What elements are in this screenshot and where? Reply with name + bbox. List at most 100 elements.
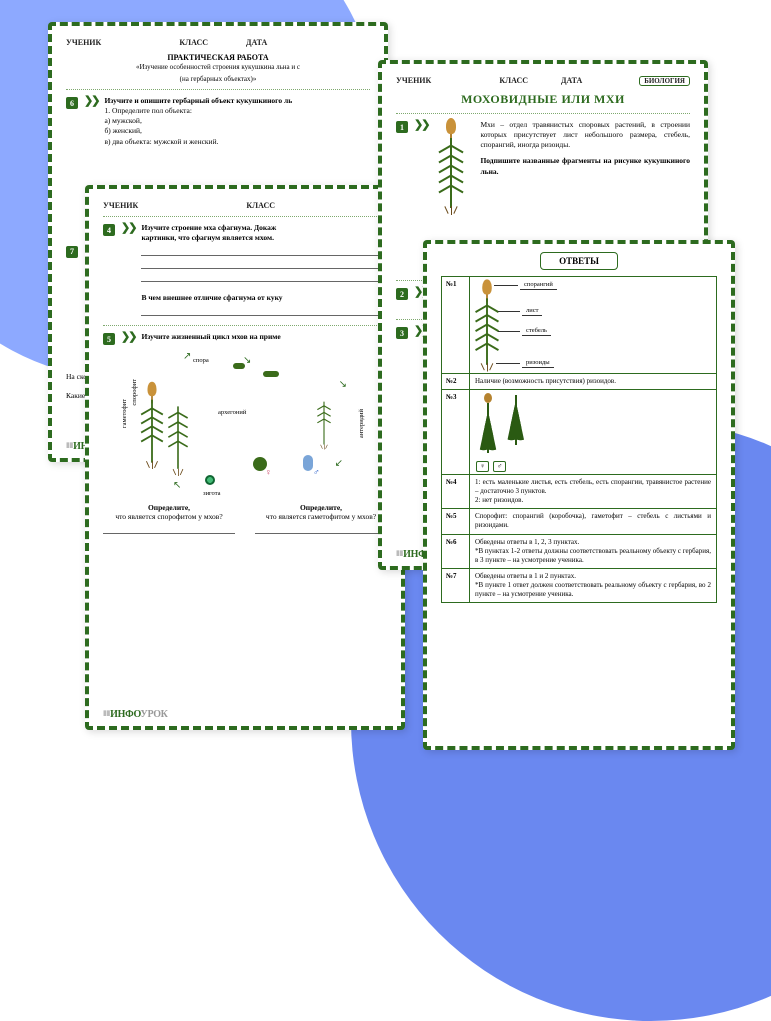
q1a: Определите, bbox=[148, 503, 190, 512]
ans-row-6: №6 Обведены ответы в 1, 2, 3 пунктах. *В… bbox=[442, 534, 716, 568]
divider bbox=[103, 325, 387, 326]
task-num: 7 bbox=[66, 246, 78, 258]
write-line bbox=[255, 524, 387, 534]
task-6: 6 ❯❯ Изучите и опишите гербарный объект … bbox=[66, 96, 370, 147]
label-line bbox=[496, 363, 520, 364]
bottom-questions: Определите, что является спорофитом у мх… bbox=[103, 503, 387, 537]
line-b: а) мужской, bbox=[104, 116, 141, 125]
hdr-student: УЧЕНИК bbox=[396, 76, 431, 86]
ans-num: №1 bbox=[442, 277, 470, 373]
task-4: 4 ❯❯ Изучите строение мха сфагнума. Дока… bbox=[103, 223, 387, 319]
ans-num: №6 bbox=[442, 535, 470, 568]
labeled-plant bbox=[475, 281, 500, 367]
t5-head: Изучите жизненный цикл мхов на приме bbox=[141, 332, 280, 341]
hdr-date: ДАТА bbox=[561, 76, 582, 86]
ans-num: №2 bbox=[442, 374, 470, 389]
ans-body: Спорофит: спорангий (коробочка), гаметоф… bbox=[470, 509, 716, 533]
female-icon: ♀ bbox=[265, 467, 272, 477]
label-line bbox=[498, 311, 520, 312]
ans-row-2: №2 Наличие (возможность присутствия) риз… bbox=[442, 373, 716, 389]
task-num: 1 bbox=[396, 121, 408, 133]
lbl-stebel: стебель bbox=[522, 327, 551, 336]
ans-body: спорангий лист стебель ризоиды bbox=[470, 277, 716, 373]
task-body: Мхи – отдел травянистых споровых растени… bbox=[480, 120, 690, 210]
lbl-list: лист bbox=[522, 307, 542, 316]
chevron-icon: ❯❯ bbox=[84, 95, 98, 147]
ans-row-4: №4 1: есть маленькие листья, есть стебел… bbox=[442, 474, 716, 508]
male-icon: ♂ bbox=[313, 467, 320, 477]
q1b: что является спорофитом у мхов? bbox=[115, 512, 222, 521]
moss-small-icon bbox=[317, 398, 331, 448]
task-body: Изучите строение мха сфагнума. Докаж кар… bbox=[141, 223, 387, 319]
hdr-student: УЧЕНИК bbox=[103, 201, 138, 210]
ans-body: Обведены ответы в 1, 2, 3 пунктах. *В пу… bbox=[470, 535, 716, 568]
task-body: Изучите и опишите гербарный объект кукуш… bbox=[104, 96, 370, 147]
lbl-archegoniy: архегоний bbox=[218, 409, 246, 416]
ans-num: №3 bbox=[442, 390, 470, 474]
hdr-date: ДАТА bbox=[246, 38, 267, 47]
lbl-gametofit: гаметофит bbox=[121, 399, 128, 428]
title-main: МОХОВИДНЫЕ ИЛИ МХИ bbox=[396, 92, 690, 107]
antheridium-icon bbox=[303, 455, 313, 471]
divider bbox=[66, 89, 370, 90]
lbl-sporangiy: спорангий bbox=[520, 281, 557, 290]
label-line bbox=[498, 331, 520, 332]
ans-num: №5 bbox=[442, 509, 470, 533]
ans-num: №7 bbox=[442, 569, 470, 602]
moss-plant-icon bbox=[168, 400, 189, 472]
task-5: 5 ❯❯ Изучите жизненный цикл мхов на прим… bbox=[103, 332, 387, 345]
zygote-icon bbox=[205, 475, 215, 485]
write-line bbox=[141, 272, 387, 282]
t4-l2: картинки, что сфагнум является мхом. bbox=[141, 233, 274, 242]
hdr-student: УЧЕНИК bbox=[66, 38, 101, 47]
t1-p2: Подпишите названные фрагменты на рисунке… bbox=[480, 156, 690, 175]
ans-body: ♀ ♂ bbox=[470, 390, 716, 474]
task-body: Изучите жизненный цикл мхов на приме bbox=[141, 332, 387, 345]
task-head: Изучите и опишите гербарный объект кукуш… bbox=[104, 96, 292, 105]
write-line bbox=[141, 259, 387, 269]
header-row: УЧЕНИК КЛАСС bbox=[103, 201, 387, 210]
write-line bbox=[141, 246, 387, 256]
write-line bbox=[141, 306, 387, 316]
ans-num: №4 bbox=[442, 475, 470, 508]
q2b: что является гаметофитом у мхов? bbox=[266, 512, 376, 521]
chevron-icon: ❯❯ bbox=[121, 331, 135, 345]
line-d: в) два объекта: мужской и женский. bbox=[104, 137, 218, 146]
header-row: УЧЕНИК КЛАСС ДАТА bbox=[66, 38, 370, 47]
task-num: 3 bbox=[396, 327, 408, 339]
ans-body: Обведены ответы в 1 и 2 пунктах. *В пунк… bbox=[470, 569, 716, 602]
line-a: 1. Определите пол объекта: bbox=[104, 106, 192, 115]
answers-table: №1 спорангий лист стебель ризо bbox=[441, 276, 717, 603]
t1-p1: Мхи – отдел травянистых споровых растени… bbox=[480, 120, 690, 149]
moss-female-icon bbox=[477, 395, 499, 455]
divider bbox=[396, 113, 690, 114]
label-line bbox=[494, 285, 518, 286]
ans-row-1: №1 спорангий лист стебель ризо bbox=[442, 277, 716, 373]
task-num: 5 bbox=[103, 333, 115, 345]
moss-plant-icon bbox=[140, 384, 163, 465]
spore-icon bbox=[233, 363, 245, 369]
ans-row-5: №5 Спорофит: спорангий (коробочка), гаме… bbox=[442, 508, 716, 533]
logo: ▮▮ИНФОУРОК bbox=[103, 709, 168, 720]
header-row: УЧЕНИК КЛАСС ДАТА БИОЛОГИЯ bbox=[396, 76, 690, 86]
ans-row-3: №3 ♀ ♂ bbox=[442, 389, 716, 474]
ans-row-7: №7 Обведены ответы в 1 и 2 пунктах. *В п… bbox=[442, 568, 716, 602]
hdr-class: КЛАСС bbox=[179, 38, 208, 47]
t4-l1: Изучите строение мха сфагнума. Докаж bbox=[141, 223, 276, 232]
hdr-class: КЛАСС bbox=[499, 76, 528, 86]
hdr-class: КЛАСС bbox=[246, 201, 275, 210]
line-c: б) женский, bbox=[104, 126, 142, 135]
q2a: Определите, bbox=[300, 503, 342, 512]
female-icon: ♀ bbox=[476, 461, 489, 472]
title-topic: «Изучение особенностей строения кукушкин… bbox=[66, 63, 370, 71]
lbl-spora: спора bbox=[193, 357, 209, 364]
task-num: 2 bbox=[396, 288, 408, 300]
answers-sheet: ОТВЕТЫ №1 спорангий лист стебе bbox=[423, 240, 735, 750]
answers-title: ОТВЕТЫ bbox=[540, 252, 618, 270]
title-practical: ПРАКТИЧЕСКАЯ РАБОТА bbox=[66, 53, 370, 62]
task-1: 1 ❯❯ Мхи – отдел травянистых споровых ра… bbox=[396, 120, 690, 210]
worksheet-b: УЧЕНИК КЛАСС 4 ❯❯ Изучите строение мха с… bbox=[85, 185, 405, 730]
lifecycle-diagram: гаметофит спорофит спора архегоний антер… bbox=[103, 349, 387, 499]
title-sub: (на гербарных объектах)» bbox=[66, 75, 370, 83]
mid-q: В чем внешнее отличие сфагнума от куку bbox=[141, 293, 282, 302]
